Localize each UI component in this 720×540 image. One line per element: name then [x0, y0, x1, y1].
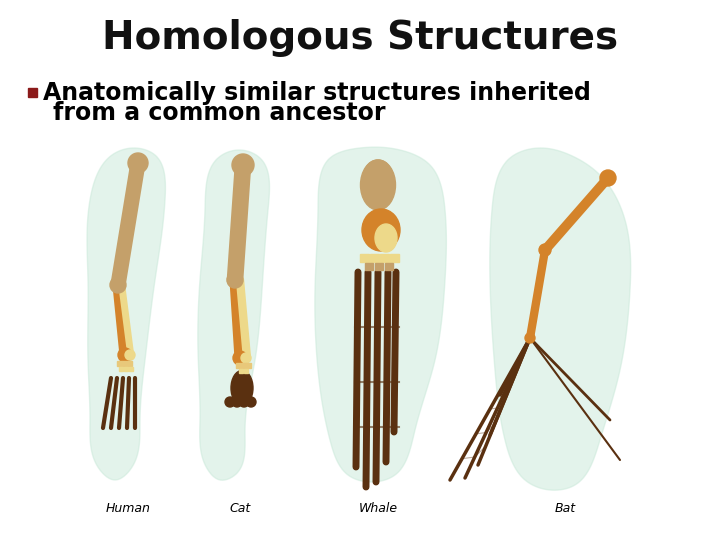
- Bar: [380, 254, 389, 262]
- Bar: [241, 363, 246, 368]
- Ellipse shape: [361, 160, 395, 210]
- Bar: [360, 254, 369, 262]
- Circle shape: [233, 351, 247, 365]
- Bar: [124, 367, 128, 371]
- Text: Anatomically similar structures inherited: Anatomically similar structures inherite…: [43, 81, 591, 105]
- Bar: [127, 361, 132, 366]
- Text: Whale: Whale: [359, 502, 397, 515]
- Circle shape: [110, 277, 126, 293]
- Bar: [117, 361, 122, 366]
- Bar: [244, 369, 248, 373]
- Circle shape: [125, 350, 135, 360]
- Circle shape: [525, 333, 535, 343]
- Circle shape: [246, 397, 256, 407]
- Circle shape: [225, 397, 235, 407]
- Circle shape: [600, 170, 616, 186]
- Bar: [390, 254, 399, 262]
- Circle shape: [227, 272, 243, 288]
- Text: Human: Human: [106, 502, 150, 515]
- Bar: [375, 263, 383, 270]
- Circle shape: [239, 397, 249, 407]
- Circle shape: [118, 348, 132, 362]
- Text: Cat: Cat: [230, 502, 251, 515]
- Polygon shape: [198, 150, 269, 480]
- Bar: [370, 254, 379, 262]
- Circle shape: [241, 353, 251, 363]
- Text: from a common ancestor: from a common ancestor: [53, 101, 385, 125]
- Circle shape: [539, 244, 551, 256]
- Bar: [28, 88, 37, 97]
- Circle shape: [365, 160, 391, 186]
- Circle shape: [128, 153, 148, 173]
- Bar: [129, 367, 133, 371]
- Bar: [239, 369, 243, 373]
- Bar: [365, 263, 373, 270]
- Text: Bat: Bat: [554, 502, 575, 515]
- Bar: [236, 363, 241, 368]
- Ellipse shape: [375, 224, 397, 252]
- Bar: [385, 263, 393, 270]
- Ellipse shape: [362, 209, 400, 251]
- Polygon shape: [87, 148, 166, 480]
- Bar: [122, 361, 127, 366]
- Circle shape: [232, 397, 242, 407]
- Ellipse shape: [231, 370, 253, 406]
- Bar: [119, 367, 123, 371]
- Circle shape: [232, 154, 254, 176]
- Polygon shape: [315, 147, 446, 482]
- Bar: [246, 363, 251, 368]
- Text: Homologous Structures: Homologous Structures: [102, 19, 618, 57]
- Polygon shape: [490, 148, 631, 490]
